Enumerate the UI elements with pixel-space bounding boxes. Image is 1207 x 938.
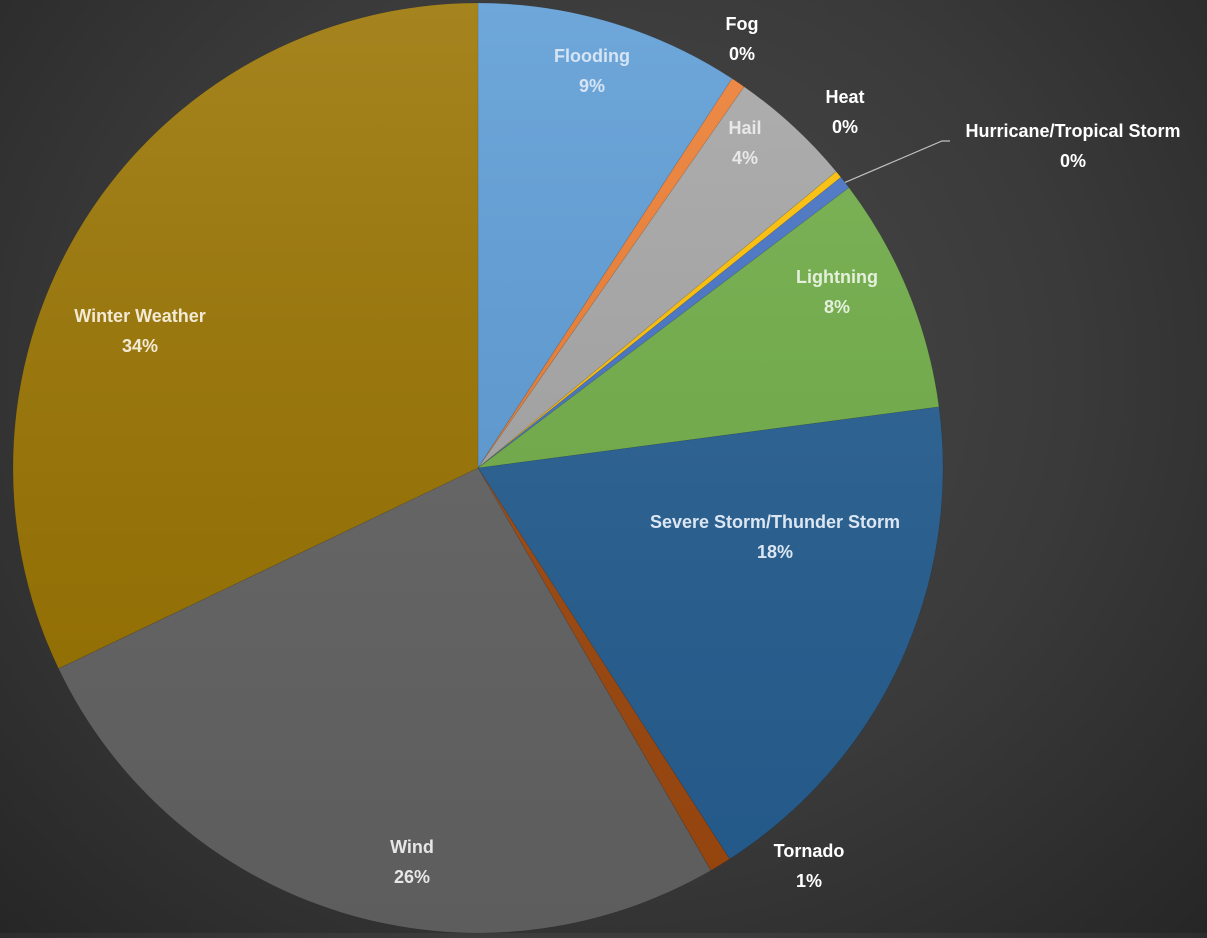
slice-label-name: Tornado (774, 841, 845, 861)
slice-label-hurricane-tropical-storm: Hurricane/Tropical Storm 0% (965, 121, 1180, 171)
slice-label-percent: 0% (832, 117, 858, 137)
slice-label-tornado: Tornado 1% (774, 841, 845, 891)
leader-line-hurricane (844, 140, 950, 183)
slice-label-flooding: Flooding 9% (554, 46, 630, 96)
slice-label-lightning: Lightning 8% (796, 267, 878, 317)
slice-label-heat: Heat 0% (825, 87, 864, 137)
slice-label-name: Heat (825, 87, 864, 107)
slice-label-percent: 18% (757, 542, 793, 562)
slice-label-name: Fog (726, 14, 759, 34)
slice-label-name: Hurricane/Tropical Storm (965, 121, 1180, 141)
slice-label-percent: 0% (729, 44, 755, 64)
slice-label-name: Winter Weather (74, 306, 206, 326)
slice-label-percent: 4% (732, 148, 758, 168)
slice-label-percent: 1% (796, 871, 822, 891)
slice-label-name: Severe Storm/Thunder Storm (650, 512, 900, 532)
slice-label-hail: Hail 4% (728, 118, 761, 168)
slice-label-name: Flooding (554, 46, 630, 66)
leader-lines (844, 140, 950, 183)
slice-label-severe-storm-thunder-storm: Severe Storm/Thunder Storm 18% (650, 512, 900, 562)
slice-labels: Flooding 9%Fog 0%Hail 4%Heat 0% Hurricane/Tro… (74, 14, 1180, 891)
pie-slices (12, 2, 944, 934)
slice-label-wind: Wind 26% (390, 837, 434, 887)
slice-label-percent: 26% (394, 867, 430, 887)
slice-label-winter-weather: Winter Weather 34% (74, 306, 206, 356)
slice-label-percent: 8% (824, 297, 850, 317)
slice-label-percent: 9% (579, 76, 605, 96)
slice-label-fog: Fog 0% (726, 14, 759, 64)
slice-label-name: Hail (728, 118, 761, 138)
slice-label-name: Wind (390, 837, 434, 857)
slice-label-name: Lightning (796, 267, 878, 287)
slice-label-percent: 0% (1060, 151, 1086, 171)
slice-label-percent: 34% (122, 336, 158, 356)
